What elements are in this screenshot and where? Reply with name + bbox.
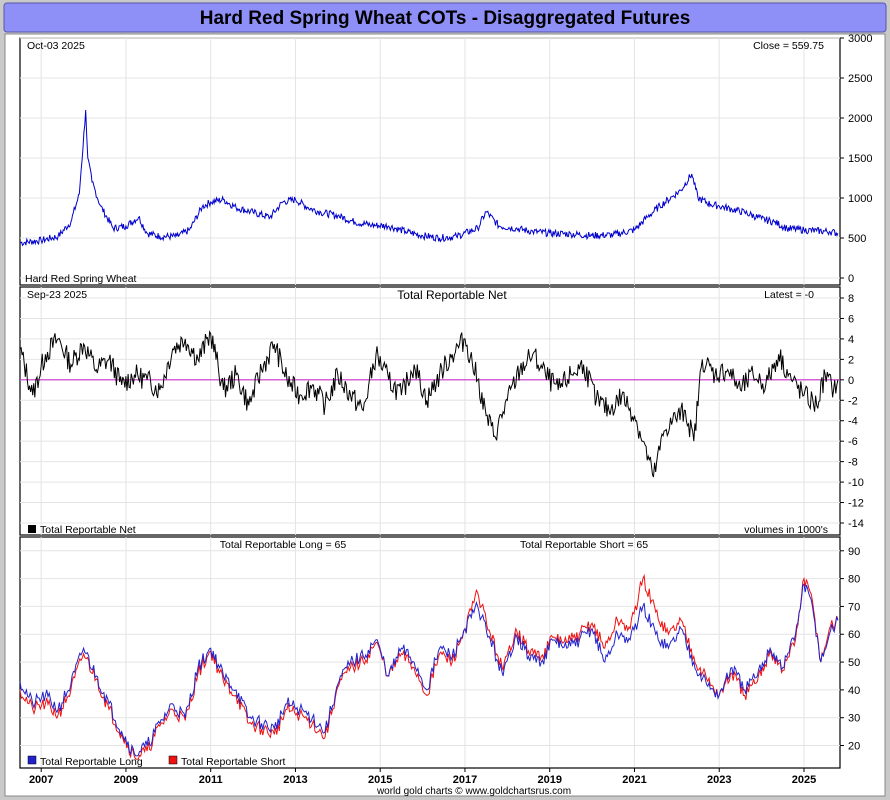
y-tick-label: 500 [848,233,866,245]
x-tick-label: 2017 [453,774,477,786]
y-tick-label: 40 [848,685,860,697]
y-tick-label: 1500 [848,153,872,165]
y-tick-label: 50 [848,657,860,669]
x-tick-label: 2019 [537,774,561,786]
y-tick-label: 20 [848,741,860,753]
y-tick-label: 80 [848,574,860,586]
long-value-label: Total Reportable Long = 65 [220,539,347,551]
y-tick-label: 0 [848,273,854,285]
y-tick-label: -10 [848,477,864,489]
x-tick-label: 2011 [199,774,223,786]
units-note: volumes in 1000's [744,524,828,536]
y-tick-label: 8 [848,293,854,305]
y-tick-label: 70 [848,601,860,613]
y-tick-label: 6 [848,313,854,325]
y-tick-label: -12 [848,498,864,510]
legend-swatch-net [28,525,36,533]
panel-frame [19,536,841,769]
price-panel: 0 500 1000 1500 2000 2500 3000 Oct-03 2025 Close… [19,33,872,286]
x-tick-label: 2025 [792,774,816,786]
series-line-total-reportable-net [19,330,839,478]
y-tick-label: 1000 [848,193,872,205]
y-tick-label: 2 [848,354,854,366]
x-tick-label: 2015 [368,774,392,786]
legend-swatch-long [27,755,37,765]
x-tick-label: 2023 [707,774,731,786]
y-tick-label: 0 [848,375,854,387]
footer-credit: world gold charts © www.goldchartsrus.co… [376,786,571,797]
net-panel: -14 -12 -10 -8 -6 -4 -2 0 2 4 6 8 Sep-23 2025 Total R… [19,286,864,536]
y-tick-label: 2000 [848,113,872,125]
title-bar [3,2,887,33]
series-line-hard-red-spring-wheat [20,109,839,247]
page-title: Hard Red Spring Wheat COTs - Disaggregat… [200,8,691,29]
y-tick-label: 2500 [848,73,872,85]
x-tick-label: 2021 [622,774,646,786]
legend-entry-net: Total Reportable Net [40,524,136,536]
legend-entry-long: Total Reportable Long [40,756,143,768]
y-tick-label: -4 [848,416,858,428]
y-tick-label: -6 [848,436,858,448]
latest-label: Latest = -0 [764,289,814,301]
panel-frame [19,286,841,536]
y-tick-label: 3000 [848,33,872,45]
x-tick-label: 2013 [283,774,307,786]
legend-entry-short: Total Reportable Short [181,756,286,768]
panel-frame [19,37,841,286]
date-label: Sep-23 2025 [27,289,87,301]
x-tick-label: 2007 [29,774,53,786]
legend-swatch-short [168,755,178,765]
x-axis: 2007 2009 2011 2013 2015 2017 2019 2021 2023 2025 [20,767,840,786]
short-value-label: Total Reportable Short = 65 [520,539,648,551]
y-tick-label: 60 [848,629,860,641]
close-label: Close = 559.75 [753,40,824,52]
y-tick-label: -8 [848,457,858,469]
panel-title: Total Reportable Net [397,288,507,302]
date-label: Oct-03 2025 [27,40,85,52]
long-short-panel: 20 30 40 50 60 70 80 90 Total Reportable Long = … [19,536,860,769]
y-tick-label: 30 [848,713,860,725]
y-tick-label: 90 [848,546,860,558]
y-tick-label: 4 [848,334,854,346]
x-tick-label: 2009 [114,774,138,786]
legend-entry-price: Hard Red Spring Wheat [25,273,137,285]
y-tick-label: -14 [848,518,864,530]
y-tick-label: -2 [848,395,858,407]
series-line-total-reportable-long [19,583,839,757]
